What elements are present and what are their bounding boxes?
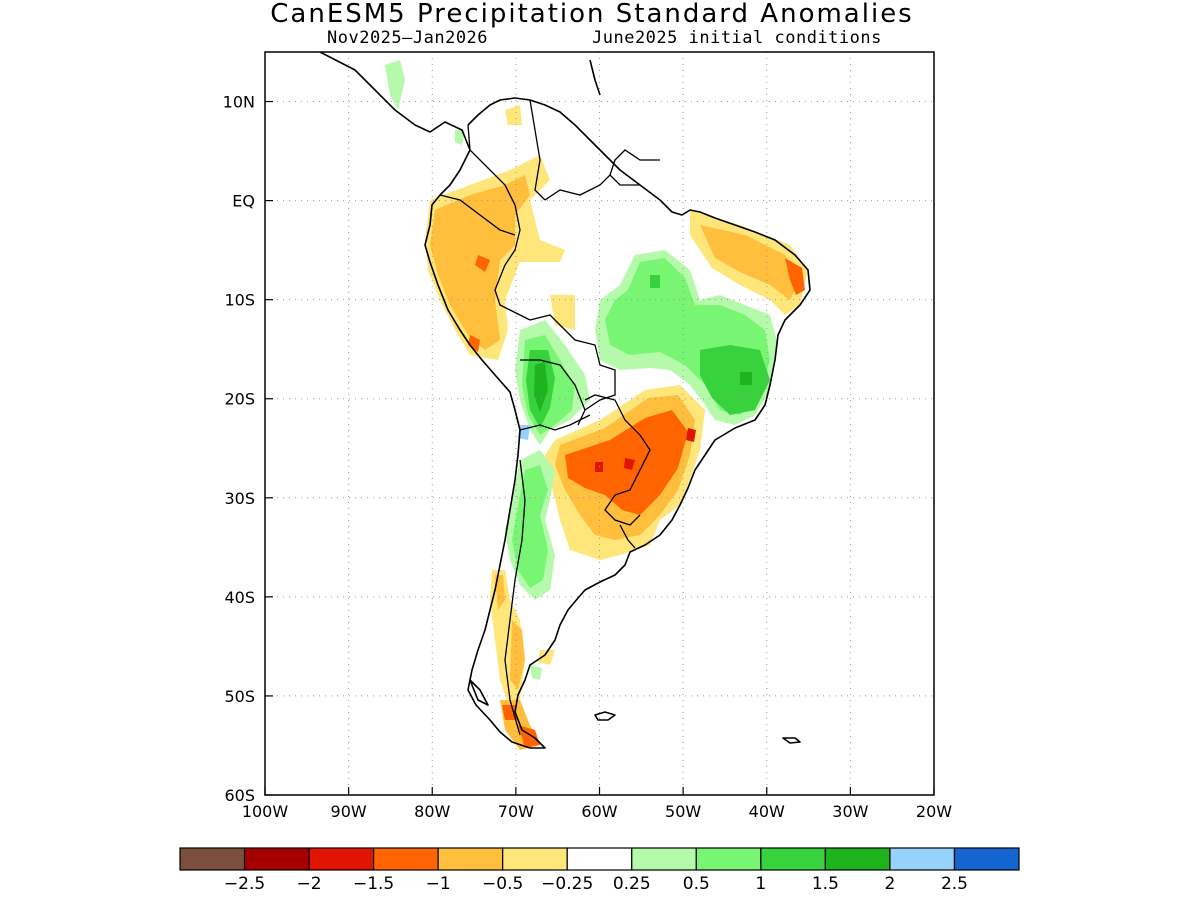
colorbar-label: 1: [755, 874, 766, 894]
lon-tick-label: 30W: [832, 802, 868, 821]
lat-tick-label: 10N: [223, 93, 255, 112]
colorbar-swatch: [889, 847, 956, 871]
colorbar-label: −1: [426, 874, 451, 894]
colorbar-swatch: [308, 847, 375, 871]
coastlines: [319, 52, 811, 749]
lat-tick-label: 60S: [224, 786, 255, 805]
colorbar-swatch: [566, 847, 633, 871]
longitude-axis: 100W 90W 80W 70W 60W 50W 40W 30W 20W: [242, 787, 952, 821]
country-borders: [439, 99, 660, 736]
colorbar-swatch: [824, 847, 891, 871]
colorbar-swatch: [953, 847, 1020, 871]
colorbar-label: −2: [297, 874, 322, 894]
lat-tick-label: EQ: [232, 192, 255, 211]
colorbar-label: 2.5: [941, 874, 968, 894]
colorbar-label: −2.5: [224, 874, 265, 894]
lon-tick-label: 70W: [498, 802, 534, 821]
colorbar-label: 0.25: [613, 874, 651, 894]
colorbar: −2.5 −2 −1.5 −1 −0.5 −0.25 0.25 0.5 1 1.5 2 2.5: [179, 847, 1020, 894]
lon-tick-label: 50W: [665, 802, 701, 821]
colorbar-label: 0.5: [683, 874, 710, 894]
forecast-period: Nov2025–Jan2026: [327, 28, 489, 48]
lon-tick-label: 100W: [242, 802, 289, 821]
lon-tick-label: 60W: [581, 802, 617, 821]
lon-tick-label: 40W: [749, 802, 785, 821]
colorbar-swatch: [437, 847, 504, 871]
colorbar-swatch: [243, 847, 310, 871]
lon-tick-label: 90W: [331, 802, 367, 821]
colorbar-label: 1.5: [812, 874, 839, 894]
colorbar-swatch: [760, 847, 826, 871]
lat-tick-label: 20S: [224, 390, 255, 409]
colorbar-label: −0.25: [541, 874, 593, 894]
lat-tick-label: 40S: [224, 588, 255, 607]
map-title: CanESM5 Precipitation Standard Anomalies: [270, 0, 914, 29]
anomaly-field: [385, 60, 808, 750]
dry-anomalies: [425, 105, 808, 750]
wet-anomalies: [385, 60, 778, 680]
colorbar-swatch: [373, 847, 439, 871]
latitude-axis: 10N EQ 10S 20S 30S 40S 50S 60S: [223, 93, 273, 805]
lat-tick-label: 50S: [224, 687, 255, 706]
lon-tick-label: 80W: [414, 802, 450, 821]
lat-tick-label: 10S: [224, 291, 255, 310]
colorbar-swatch: [695, 847, 762, 871]
colorbar-label: −0.5: [482, 874, 523, 894]
colorbar-swatch: [179, 847, 246, 871]
colorbar-label: −1.5: [353, 874, 394, 894]
colorbar-swatch: [502, 847, 568, 871]
lat-tick-label: 30S: [224, 489, 255, 508]
colorbar-label: 2: [885, 874, 896, 894]
initial-conditions: June2025 initial conditions: [592, 28, 882, 48]
lon-tick-label: 20W: [916, 802, 952, 821]
colorbar-swatch: [631, 847, 697, 871]
